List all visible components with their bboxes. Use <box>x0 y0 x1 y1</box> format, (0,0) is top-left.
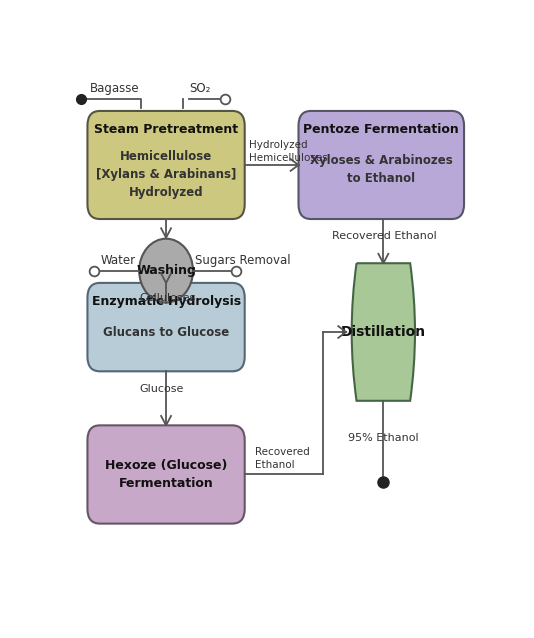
Text: Bagasse: Bagasse <box>90 82 139 95</box>
Text: Recovered
Ethanol: Recovered Ethanol <box>255 447 310 470</box>
Text: Hemicellulose
[Xylans & Arabinans]
Hydrolyzed: Hemicellulose [Xylans & Arabinans] Hydro… <box>96 151 236 199</box>
Text: Hydrolyzed
Hemicelluloses: Hydrolyzed Hemicelluloses <box>249 140 327 163</box>
Text: Pentoze Fermentation: Pentoze Fermentation <box>303 123 459 137</box>
FancyBboxPatch shape <box>88 283 245 371</box>
Text: Washing: Washing <box>136 264 196 277</box>
PathPatch shape <box>352 263 415 401</box>
Text: Glucose: Glucose <box>139 383 184 394</box>
Text: Xyloses & Arabinozes
to Ethanol: Xyloses & Arabinozes to Ethanol <box>310 154 453 186</box>
Text: Distillation: Distillation <box>341 325 426 339</box>
Text: Steam Pretreatment: Steam Pretreatment <box>94 123 238 137</box>
Text: Enzymatic Hydrolysis: Enzymatic Hydrolysis <box>91 295 241 308</box>
FancyBboxPatch shape <box>88 111 245 219</box>
Text: 95% Ethanol: 95% Ethanol <box>348 433 419 443</box>
FancyBboxPatch shape <box>88 426 245 524</box>
Text: Water: Water <box>101 254 136 267</box>
Text: Sugars Removal: Sugars Removal <box>195 254 290 267</box>
Text: SO₂: SO₂ <box>189 82 210 95</box>
Text: Celluloses: Celluloses <box>139 293 195 302</box>
Text: Glucans to Glucose: Glucans to Glucose <box>103 325 229 339</box>
Text: Recovered Ethanol: Recovered Ethanol <box>332 231 436 241</box>
Text: Hexoze (Glucose)
Fermentation: Hexoze (Glucose) Fermentation <box>105 459 227 490</box>
FancyBboxPatch shape <box>299 111 464 219</box>
Circle shape <box>139 239 193 302</box>
